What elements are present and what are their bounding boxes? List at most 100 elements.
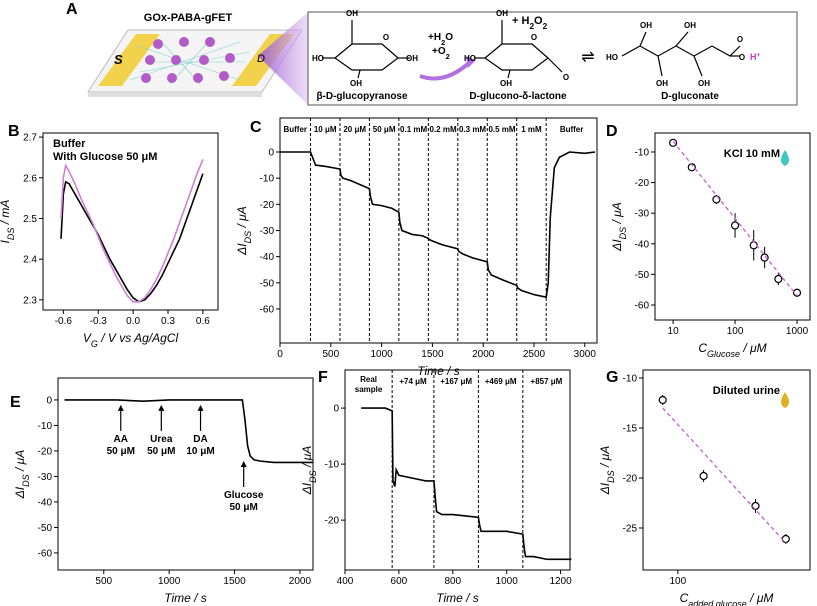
y-tick-label: -40 <box>38 497 53 508</box>
text-part: / mA <box>0 200 12 228</box>
text-part: 2 <box>441 38 445 47</box>
droplet-icon <box>781 392 789 408</box>
segment-label: 1 mM <box>521 125 542 134</box>
chart: D 10 100 1000 -10 -20 -30 -40 -50 -60 CGlucose / μ… <box>606 123 811 359</box>
x-tick-label: 0.3 <box>161 316 175 327</box>
y-tick-label: -20 <box>325 516 340 527</box>
text-part: / μM <box>747 591 774 605</box>
molecule-name: β-D-glucopyranose <box>316 91 408 102</box>
segment-label: 0.2 mM <box>430 125 457 134</box>
x-tick-label: 1500 <box>223 576 246 587</box>
data-point <box>792 288 802 297</box>
y-tick-label: -60 <box>635 301 650 312</box>
y-tick-label: -20 <box>623 474 638 485</box>
segment-label: Real sample <box>355 375 383 394</box>
y-tick-label: -10 <box>635 147 650 158</box>
x-tick-label: 500 <box>322 349 339 360</box>
molecule-name: D-glucono-δ-lactone <box>469 91 567 102</box>
plot-frame <box>57 377 314 571</box>
text-part: DS <box>6 228 16 241</box>
chart: G 100 -10 -15 -20 -25 Cadded glucose / μM ΔIDS … <box>598 369 811 606</box>
text-part: 2 <box>543 22 548 31</box>
text-part: G <box>91 339 98 349</box>
data-line <box>60 159 204 303</box>
y-tick-label: 2.6 <box>23 173 37 184</box>
molecule-name: D-gluconate <box>661 91 719 102</box>
segment-label: 50 μM <box>373 125 396 134</box>
text-line: AA <box>114 434 128 445</box>
atom-label: HO <box>312 54 324 63</box>
x-tick-label: 1000 <box>496 576 519 587</box>
text-line: 50 μM <box>147 446 175 457</box>
y-tick-label: -10 <box>325 460 340 471</box>
chart: B -0.6 -0.3 0.0 0.3 0.6 2.3 2.4 2.5 2.6 2.7 VG / V … <box>0 123 219 349</box>
segment-label: 0.5 mM <box>488 125 515 134</box>
text-part: ΔI <box>598 482 612 495</box>
y-tick-label: -25 <box>623 524 638 535</box>
y-tick-label: -15 <box>623 424 638 435</box>
y-tick-label: -50 <box>260 278 275 289</box>
text-part: / μA <box>13 450 27 475</box>
segment-label: +74 μM <box>399 377 427 386</box>
text-part: DS <box>618 227 628 240</box>
text-part: V <box>83 331 92 345</box>
y-axis-label: IDS / mA <box>0 200 16 244</box>
droplet-icon <box>781 150 789 166</box>
x-axis-label: Time / s <box>164 591 207 605</box>
text-part: added glucose <box>688 599 747 606</box>
segment-label: Buffer <box>283 125 307 134</box>
y-tick-label: -10 <box>623 374 638 385</box>
segment-label: +469 μM <box>485 377 517 386</box>
x-tick-label: 2500 <box>523 349 546 360</box>
atom-label: OH <box>496 9 508 18</box>
text-part: DS <box>308 470 318 483</box>
plot-frame <box>654 132 811 321</box>
legend-entry: With Glucose 50 μM <box>53 151 157 163</box>
annotation: Urea 50 μM <box>147 434 175 457</box>
source-electrode <box>98 34 160 86</box>
panel-letter: A <box>66 1 78 18</box>
text-line: 50 μM <box>230 502 258 513</box>
y-tick-label: -10 <box>38 421 53 432</box>
text-line: Glucose <box>224 490 264 501</box>
reaction-box <box>307 11 798 106</box>
segment-label: 20 μM <box>343 125 366 134</box>
zoom-beam <box>258 12 308 105</box>
text-part: Glucose <box>707 349 740 359</box>
text-part: / μA <box>610 202 624 227</box>
y-axis-label: ΔIDS / μA <box>610 202 628 252</box>
atom-label: OH <box>684 21 696 30</box>
data-point <box>751 501 760 511</box>
data-point <box>699 471 708 481</box>
x-axis-label: VG / V vs Ag/AgCl <box>83 331 179 349</box>
segment-label: Buffer <box>560 125 584 134</box>
text-part: ΔI <box>610 239 624 252</box>
y-tick-label: -10 <box>260 174 275 185</box>
text-part: +O <box>432 46 446 57</box>
annotation: DA 10 μM <box>186 434 214 457</box>
y-tick-label: -60 <box>260 304 275 315</box>
enzymes <box>141 37 235 83</box>
chart: F 400 600 800 1000 1200 0 -10 -20 Time / s ΔIDS / … <box>300 369 572 605</box>
text-part: / μM <box>740 341 767 355</box>
atom-label: OH <box>350 79 362 88</box>
y-tick-label: -50 <box>635 270 650 281</box>
annotation: KCl 10 mM <box>724 148 780 160</box>
text-line: sample <box>355 385 383 394</box>
text-part: H <box>750 52 757 62</box>
panel-letter: F <box>318 369 328 386</box>
x-tick-label: 3000 <box>574 349 597 360</box>
panel-letter: D <box>606 123 618 140</box>
annotation: AA 50 μM <box>107 434 135 457</box>
y-tick-label: -20 <box>260 200 275 211</box>
annotation: Glucose 50 μM <box>224 490 264 513</box>
data-line <box>280 151 596 299</box>
atom-label: O <box>737 35 743 44</box>
x-tick-label: -0.6 <box>55 316 73 327</box>
data-point <box>712 195 721 204</box>
reagent: +H2O <box>428 32 453 47</box>
text-part: Time / s <box>164 591 207 605</box>
segment-label: 0.3 mM <box>459 125 486 134</box>
chip-edge <box>88 92 262 97</box>
reagent: +O2 <box>432 46 450 61</box>
